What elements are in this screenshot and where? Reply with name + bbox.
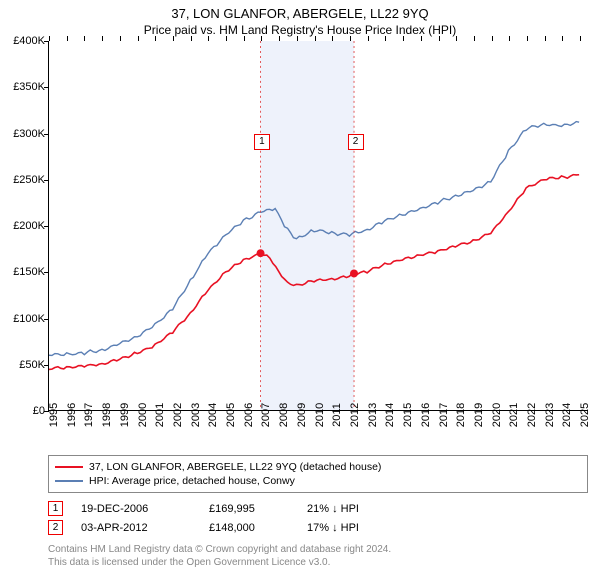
x-axis-label: 1999 bbox=[119, 403, 131, 427]
x-axis-label: 2019 bbox=[473, 403, 485, 427]
x-axis-label: 2011 bbox=[331, 403, 343, 427]
x-axis-label: 2007 bbox=[260, 403, 272, 427]
sale-row: 2 03-APR-2012 £148,000 17% ↓ HPI bbox=[48, 518, 588, 537]
legend-swatch bbox=[55, 480, 83, 482]
x-axis-label: 1995 bbox=[48, 403, 60, 427]
x-axis-label: 2023 bbox=[544, 403, 556, 427]
chart-title: 37, LON GLANFOR, ABERGELE, LL22 9YQ bbox=[0, 0, 600, 21]
legend-item: 37, LON GLANFOR, ABERGELE, LL22 9YQ (det… bbox=[55, 460, 581, 474]
x-axis-label: 2025 bbox=[579, 403, 591, 427]
y-axis-label: £200K bbox=[1, 220, 45, 232]
sale-date: 03-APR-2012 bbox=[81, 522, 191, 534]
x-axis-label: 2020 bbox=[491, 403, 503, 427]
sale-delta: 21% ↓ HPI bbox=[307, 503, 359, 515]
x-axis-label: 1998 bbox=[101, 403, 113, 427]
legend-label: HPI: Average price, detached house, Conw… bbox=[89, 475, 295, 487]
x-axis-label: 2022 bbox=[526, 403, 538, 427]
x-axis-label: 2012 bbox=[349, 403, 361, 427]
y-axis-label: £300K bbox=[1, 128, 45, 140]
sales-table: 1 19-DEC-2006 £169,995 21% ↓ HPI 2 03-AP… bbox=[48, 499, 588, 537]
sale-row: 1 19-DEC-2006 £169,995 21% ↓ HPI bbox=[48, 499, 588, 518]
sale-marker-box: 2 bbox=[348, 134, 364, 150]
x-axis-label: 1997 bbox=[83, 403, 95, 427]
legend: 37, LON GLANFOR, ABERGELE, LL22 9YQ (det… bbox=[48, 455, 588, 493]
chart-container: 37, LON GLANFOR, ABERGELE, LL22 9YQ Pric… bbox=[0, 0, 600, 560]
x-axis-labels: 1995199619971998199920002001200220032004… bbox=[48, 411, 588, 451]
x-axis-label: 2013 bbox=[367, 403, 379, 427]
chart-plot-area: £0£50K£100K£150K£200K£250K£300K£350K£400… bbox=[48, 41, 588, 411]
x-axis-label: 2009 bbox=[296, 403, 308, 427]
sale-price: £148,000 bbox=[209, 522, 289, 534]
x-axis-label: 2017 bbox=[438, 403, 450, 427]
x-axis-label: 2018 bbox=[455, 403, 467, 427]
y-axis-label: £350K bbox=[1, 81, 45, 93]
sale-marker: 1 bbox=[48, 501, 63, 516]
chart-svg bbox=[49, 41, 588, 410]
x-axis-label: 2006 bbox=[243, 403, 255, 427]
y-axis-label: £100K bbox=[1, 313, 45, 325]
y-axis-label: £50K bbox=[1, 359, 45, 371]
legend-label: 37, LON GLANFOR, ABERGELE, LL22 9YQ (det… bbox=[89, 461, 381, 473]
legend-swatch bbox=[55, 466, 83, 468]
x-axis-label: 2008 bbox=[278, 403, 290, 427]
legend-item: HPI: Average price, detached house, Conw… bbox=[55, 474, 581, 488]
x-axis-label: 2016 bbox=[420, 403, 432, 427]
x-axis-label: 2002 bbox=[172, 403, 184, 427]
x-axis-label: 2010 bbox=[314, 403, 326, 427]
x-axis-label: 2000 bbox=[137, 403, 149, 427]
x-axis-label: 2014 bbox=[384, 403, 396, 427]
y-axis-label: £150K bbox=[1, 266, 45, 278]
y-axis-label: £400K bbox=[1, 35, 45, 47]
footer-line: This data is licensed under the Open Gov… bbox=[48, 556, 588, 569]
sale-date: 19-DEC-2006 bbox=[81, 503, 191, 515]
footer: Contains HM Land Registry data © Crown c… bbox=[48, 543, 588, 569]
x-axis-label: 2003 bbox=[190, 403, 202, 427]
x-axis-label: 2001 bbox=[154, 403, 166, 427]
x-axis-label: 2004 bbox=[207, 403, 219, 427]
sale-marker: 2 bbox=[48, 520, 63, 535]
x-axis-label: 2021 bbox=[508, 403, 520, 427]
footer-line: Contains HM Land Registry data © Crown c… bbox=[48, 543, 588, 556]
sale-marker-box: 1 bbox=[254, 134, 270, 150]
x-axis-label: 2005 bbox=[225, 403, 237, 427]
sale-delta: 17% ↓ HPI bbox=[307, 522, 359, 534]
y-axis-label: £0 bbox=[1, 405, 45, 417]
y-axis-label: £250K bbox=[1, 174, 45, 186]
x-axis-label: 2015 bbox=[402, 403, 414, 427]
x-axis-label: 1996 bbox=[66, 403, 78, 427]
x-axis-label: 2024 bbox=[561, 403, 573, 427]
sale-price: £169,995 bbox=[209, 503, 289, 515]
